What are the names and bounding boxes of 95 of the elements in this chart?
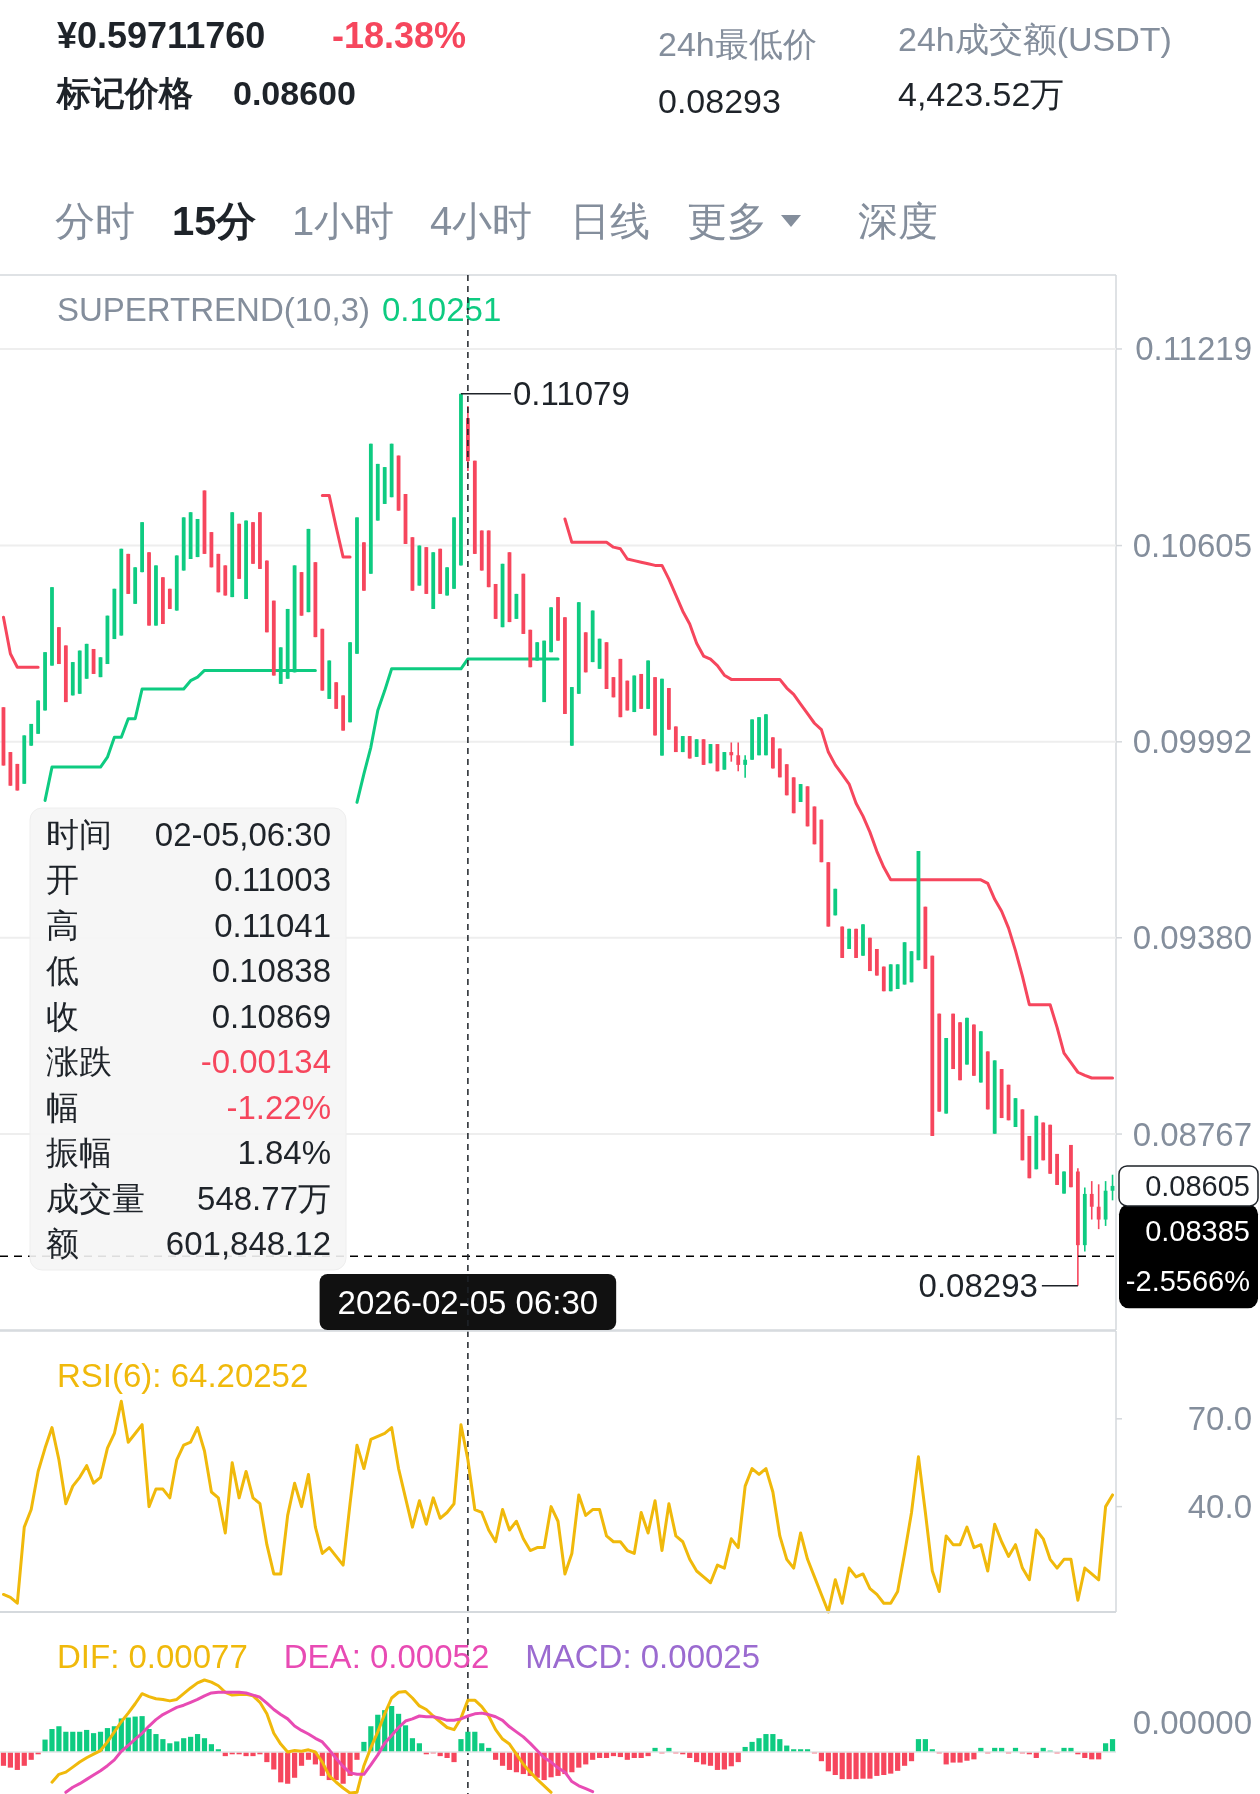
candlestick (736, 741, 741, 773)
bar (409, 1738, 416, 1752)
text: 0.10251 (381, 290, 502, 328)
annotation: 548.77万 (197, 1179, 331, 1217)
text: 0.00000 (1132, 1703, 1252, 1741)
y-tick-label: 0.09380 (1132, 919, 1252, 957)
bar (777, 1739, 783, 1752)
bar (194, 1734, 201, 1752)
annotation: 2026-02-05 06:30 (337, 1283, 599, 1321)
bar (922, 1739, 928, 1752)
bar (832, 1752, 838, 1775)
bar (84, 1729, 90, 1752)
annotation: 成交量 (46, 1179, 145, 1217)
bar (7, 1752, 13, 1768)
annotation: 0.10838 (211, 952, 331, 989)
bar (21, 1752, 27, 1766)
text: 1小时 (292, 199, 395, 243)
bar (707, 1752, 714, 1766)
annotation: 开 (46, 861, 79, 898)
annotation: 低 (46, 952, 79, 989)
annotation: 0.08293 (918, 1267, 1038, 1305)
annotation: 0.11041 (214, 906, 331, 944)
annotation: 0.10869 (211, 997, 331, 1035)
text: 更多 (687, 199, 767, 243)
series-label: MACD: 0.00025 (525, 1637, 761, 1675)
text: 0.08605 (1145, 1169, 1250, 1202)
bar (90, 1733, 97, 1752)
series-label: DIF: 0.00077 (57, 1637, 248, 1675)
text: 0.08600 (233, 74, 356, 112)
bar (402, 1725, 409, 1752)
series-label: RSI(6): 64.20252 (57, 1356, 309, 1394)
ref-line-label: 0.08385 (1145, 1215, 1250, 1248)
bar (825, 1752, 831, 1772)
bar (714, 1752, 721, 1770)
bar (472, 1731, 478, 1752)
text: -18.38% (332, 14, 467, 56)
bar (915, 1739, 922, 1752)
bar (70, 1731, 76, 1752)
text: SUPERTREND(10,3) (57, 290, 370, 328)
text: 0.08293 (658, 82, 781, 120)
annotation: 时间 (46, 815, 112, 853)
annotation: 额 (46, 1225, 79, 1262)
series-label: DEA: 0.00052 (283, 1637, 490, 1675)
bar (895, 1752, 901, 1771)
annotation: -0.00134 (200, 1043, 331, 1080)
bar (901, 1752, 908, 1766)
bar (0, 1752, 7, 1766)
annotation: 02-05,06:30 (154, 815, 331, 853)
bar (292, 1752, 298, 1778)
annotation: 收 (46, 997, 79, 1035)
text: 4小时 (430, 199, 533, 243)
text: 24h成交额(USDT) (898, 20, 1172, 58)
bar (278, 1752, 284, 1783)
y-tick-label: 0.08767 (1132, 1115, 1252, 1153)
annotation: 幅 (46, 1088, 79, 1126)
candlestick (1096, 1183, 1101, 1230)
candlestick (743, 754, 748, 779)
annotation: 0.11079 (512, 375, 630, 413)
bar (298, 1752, 305, 1766)
text: 15分 (172, 199, 257, 243)
text: 分时 (55, 199, 135, 243)
bar (576, 1752, 582, 1768)
annotation: 601,848.12 (165, 1225, 331, 1262)
candlestick (1089, 1180, 1094, 1221)
bar (506, 1752, 513, 1770)
candlestick (729, 741, 734, 763)
bar (181, 1738, 187, 1752)
text: 日线 (570, 199, 650, 243)
bar (881, 1752, 887, 1775)
text: 标记价格 (55, 74, 193, 112)
annotation: 振幅 (46, 1134, 112, 1171)
text: -2.5566% (1125, 1265, 1250, 1298)
bar (888, 1752, 894, 1774)
y-tick-label: 0.10605 (1132, 527, 1252, 565)
y-tick-label: 0.11219 (1135, 330, 1252, 368)
text: 深度 (858, 199, 938, 243)
bar (499, 1752, 506, 1766)
y-tick-label: 70.0 (1187, 1400, 1252, 1438)
annotation: -1.22% (226, 1088, 331, 1126)
annotation: 1.84% (237, 1134, 331, 1171)
bar (14, 1752, 20, 1770)
y-tick-label: 0.09992 (1132, 723, 1252, 761)
bar (201, 1738, 208, 1752)
bar (839, 1752, 845, 1780)
text: ¥0.59711760 (57, 14, 266, 56)
bar (77, 1731, 83, 1752)
bar (1109, 1739, 1116, 1752)
y-tick-label: 40.0 (1187, 1488, 1252, 1526)
bar (285, 1752, 291, 1784)
annotation: 高 (46, 906, 79, 944)
text: 24h最低价 (658, 25, 817, 63)
annotation: 0.11003 (214, 861, 331, 898)
annotation: 涨跌 (46, 1043, 112, 1080)
text: 4,423.52万 (898, 75, 1065, 113)
bar (174, 1741, 180, 1752)
